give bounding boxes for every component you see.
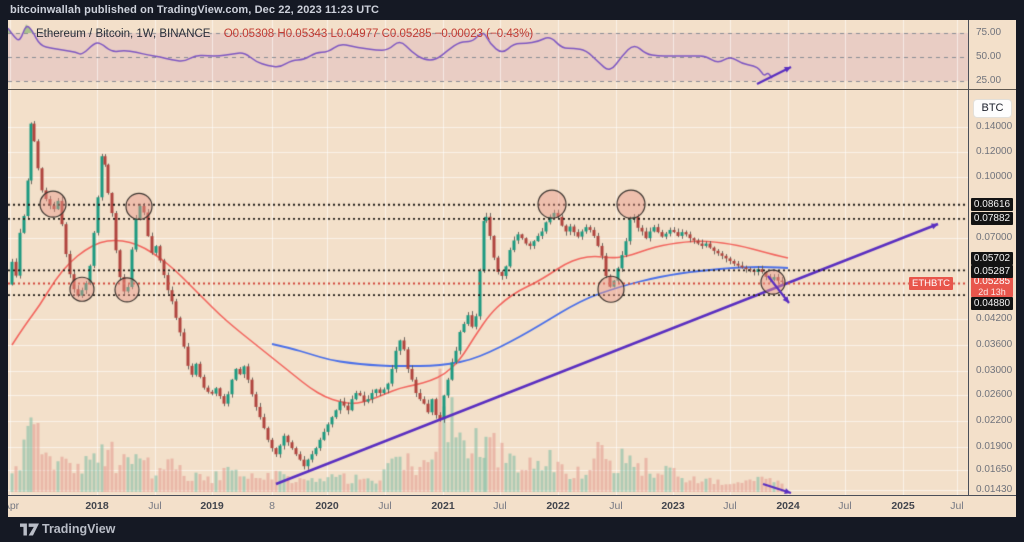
price-scale-tick: 0.10000: [976, 171, 1013, 182]
time-axis-label: Jul: [493, 500, 507, 512]
price-scale-tick: 25.00: [976, 75, 1002, 86]
level-price-label: 0.05702: [971, 251, 1013, 265]
scale-separator[interactable]: [968, 20, 969, 495]
price-scale-tick: 0.14000: [976, 121, 1013, 132]
price-scale-tick: 0.04200: [976, 313, 1013, 324]
pane-separator[interactable]: [8, 89, 1016, 90]
rsi-pane-canvas[interactable]: [8, 20, 968, 90]
time-axis-label: 2019: [200, 500, 224, 512]
bar-countdown: 2d 13h: [978, 287, 1006, 297]
price-scale-tick: 0.07000: [976, 232, 1013, 243]
price-scale-tick: 50.00: [976, 51, 1002, 62]
price-scale-tick: 0.02600: [976, 389, 1013, 400]
time-axis-label: Jul: [609, 500, 623, 512]
time-axis-label: Apr: [8, 500, 20, 512]
level-price-label: 0.07882: [971, 211, 1013, 225]
price-scale-tick: 0.12000: [976, 146, 1013, 157]
time-axis-label: 2018: [85, 500, 109, 512]
axis-separator: [8, 495, 1016, 496]
level-price-label: 0.05287: [971, 264, 1013, 278]
time-axis-label: 2025: [891, 500, 915, 512]
currency-toggle-button[interactable]: BTC: [973, 99, 1012, 118]
time-axis-label: 8: [269, 500, 275, 512]
footer-bar: TradingView: [0, 517, 1024, 542]
level-price-label: 0.08616: [971, 197, 1013, 211]
symbol-title[interactable]: Ethereum / Bitcoin, 1W, BINANCE: [36, 28, 211, 40]
time-axis-label: 2020: [315, 500, 339, 512]
level-price-label: 0.04880: [971, 296, 1013, 310]
time-axis-label: Jul: [378, 500, 392, 512]
price-scale-tick: 0.01900: [976, 441, 1013, 452]
symbol-legend[interactable]: Ethereum / Bitcoin, 1W, BINANCE O0.05308…: [36, 28, 533, 40]
price-scale-tick: 75.00: [976, 27, 1002, 38]
time-axis-label: Jul: [950, 500, 964, 512]
tradingview-brand[interactable]: TradingView: [42, 522, 116, 536]
last-price-value: 0.05285: [973, 276, 1011, 287]
price-scale-tick: 0.03600: [976, 339, 1013, 350]
price-scale-tick: 0.02200: [976, 415, 1013, 426]
time-axis-label: 2024: [776, 500, 800, 512]
price-scale[interactable]: BTC 0.05285 2d 13h 75.00 50.00 25.00 0.1400…: [969, 20, 1016, 495]
time-axis[interactable]: Apr 2018 Jul 2019 8 2020 Jul 2021 Jul 2022 Jul 2023…: [8, 496, 968, 517]
tradingview-logo[interactable]: [20, 523, 39, 536]
time-axis-label: Jul: [723, 500, 737, 512]
price-scale-tick: 0.03000: [976, 365, 1013, 376]
time-axis-label: 2022: [546, 500, 570, 512]
last-price-label: 0.05285 2d 13h: [971, 275, 1013, 297]
time-axis-label: 2023: [661, 500, 685, 512]
price-pane-canvas[interactable]: [8, 90, 968, 495]
ethbtc-price-tag: ETHBTC: [909, 276, 953, 290]
time-axis-label: 2021: [431, 500, 455, 512]
time-axis-label: Jul: [148, 500, 162, 512]
price-scale-tick: 0.01430: [976, 484, 1013, 495]
time-axis-label: Jul: [838, 500, 852, 512]
chart-panel: Ethereum / Bitcoin, 1W, BINANCE O0.05308…: [8, 20, 1016, 517]
ohlc-values: O0.05308 H0.05343 L0.04977 C0.05285 −0.0…: [223, 28, 534, 40]
publish-credit: bitcoinwallah published on TradingView.c…: [10, 4, 380, 16]
price-scale-tick: 0.01650: [976, 464, 1013, 475]
